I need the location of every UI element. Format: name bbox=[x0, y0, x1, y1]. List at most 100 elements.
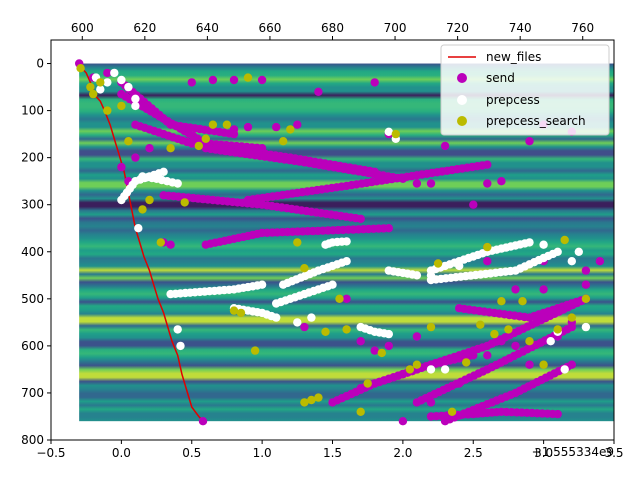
data-point bbox=[426, 365, 436, 374]
data-point bbox=[243, 73, 253, 82]
data-point bbox=[546, 337, 555, 346]
data-point bbox=[145, 195, 154, 205]
data-point bbox=[138, 205, 147, 214]
data-point bbox=[511, 285, 520, 294]
top-x-tick-label: 720 bbox=[446, 21, 469, 35]
data-point bbox=[525, 337, 534, 346]
data-point bbox=[595, 257, 605, 266]
data-point bbox=[272, 313, 281, 322]
data-point bbox=[426, 398, 436, 407]
data-point bbox=[440, 141, 450, 151]
legend-label-new-files: new_files bbox=[486, 50, 541, 64]
data-point bbox=[156, 238, 165, 247]
data-point bbox=[433, 259, 443, 268]
data-point bbox=[300, 264, 309, 273]
series-layer bbox=[75, 59, 605, 426]
data-point bbox=[208, 120, 218, 129]
legend-swatch-prepcess-search bbox=[457, 116, 467, 126]
data-point bbox=[525, 360, 534, 369]
data-point bbox=[518, 297, 527, 306]
y-axis: 0 100 200 300 400 500 600 700 800 bbox=[21, 57, 51, 447]
legend: new_files send prepcess prepcess_search bbox=[440, 44, 610, 136]
legend-box bbox=[440, 44, 610, 136]
x-tick-label: −0.5 bbox=[36, 446, 65, 460]
data-point bbox=[117, 75, 126, 85]
data-point bbox=[574, 247, 583, 256]
data-point bbox=[208, 75, 218, 85]
data-point bbox=[166, 144, 175, 153]
data-point bbox=[173, 179, 182, 188]
data-point bbox=[103, 68, 112, 78]
data-point bbox=[180, 198, 189, 207]
data-point bbox=[272, 122, 281, 132]
data-point bbox=[356, 337, 365, 346]
y-tick-label: 800 bbox=[21, 433, 44, 447]
data-point bbox=[370, 78, 379, 87]
data-point bbox=[384, 329, 393, 339]
data-point bbox=[222, 120, 232, 129]
top-x-tick-label: 740 bbox=[509, 21, 532, 35]
data-point bbox=[187, 78, 196, 87]
top-x-tick-label: 620 bbox=[133, 21, 156, 35]
top-x-tick-label: 660 bbox=[258, 21, 281, 35]
legend-label-prepcess-search: prepcess_search bbox=[486, 114, 586, 128]
data-point bbox=[134, 224, 143, 233]
data-point bbox=[307, 313, 316, 322]
legend-swatch-send bbox=[457, 73, 467, 83]
data-point bbox=[462, 358, 471, 367]
data-point bbox=[279, 137, 288, 146]
data-point bbox=[412, 271, 422, 280]
offset-text: +1.555334e9 bbox=[532, 445, 614, 459]
data-point bbox=[89, 89, 98, 99]
data-point bbox=[539, 240, 548, 249]
data-point bbox=[300, 398, 309, 407]
data-point bbox=[567, 257, 576, 266]
data-point bbox=[553, 247, 562, 256]
data-point bbox=[469, 351, 478, 360]
data-point bbox=[176, 341, 185, 351]
top-x-tick-label: 640 bbox=[196, 21, 219, 35]
data-point bbox=[173, 325, 182, 334]
data-point bbox=[384, 127, 393, 136]
data-point bbox=[328, 280, 337, 289]
data-point bbox=[511, 341, 520, 351]
x-tick-label: 1.5 bbox=[323, 446, 342, 460]
data-point bbox=[257, 75, 267, 85]
data-point bbox=[96, 85, 105, 94]
data-point bbox=[314, 393, 323, 402]
data-point bbox=[131, 94, 140, 104]
data-point bbox=[391, 129, 400, 139]
data-point bbox=[447, 407, 457, 416]
data-point bbox=[356, 407, 365, 416]
data-point bbox=[110, 68, 119, 78]
data-point bbox=[257, 280, 267, 289]
data-point bbox=[426, 179, 436, 188]
data-point bbox=[377, 348, 386, 358]
data-point bbox=[469, 200, 478, 209]
data-point bbox=[293, 120, 302, 129]
series-send bbox=[75, 59, 605, 426]
data-point bbox=[483, 242, 492, 252]
y-tick-label: 0 bbox=[36, 57, 44, 71]
x-tick-label: 1.0 bbox=[253, 446, 272, 460]
x-axis: −0.5 0.0 0.5 1.0 1.5 2.0 2.5 3.0 3.5 bbox=[36, 440, 624, 460]
data-point bbox=[229, 306, 239, 315]
data-point bbox=[455, 379, 464, 388]
data-point bbox=[560, 235, 569, 245]
top-x-axis: 600 620 640 660 680 700 720 740 760 bbox=[71, 21, 594, 40]
data-point bbox=[342, 237, 351, 246]
data-point bbox=[86, 82, 95, 92]
data-point bbox=[166, 240, 175, 249]
data-point bbox=[405, 365, 415, 374]
data-point bbox=[194, 141, 203, 151]
data-point bbox=[567, 313, 576, 322]
y-tick-label: 100 bbox=[21, 104, 44, 118]
data-point bbox=[236, 308, 246, 318]
data-point bbox=[356, 214, 365, 223]
data-point bbox=[293, 318, 302, 327]
data-point bbox=[504, 325, 513, 334]
data-point bbox=[497, 337, 506, 346]
data-point bbox=[412, 332, 422, 341]
data-point bbox=[581, 266, 591, 275]
